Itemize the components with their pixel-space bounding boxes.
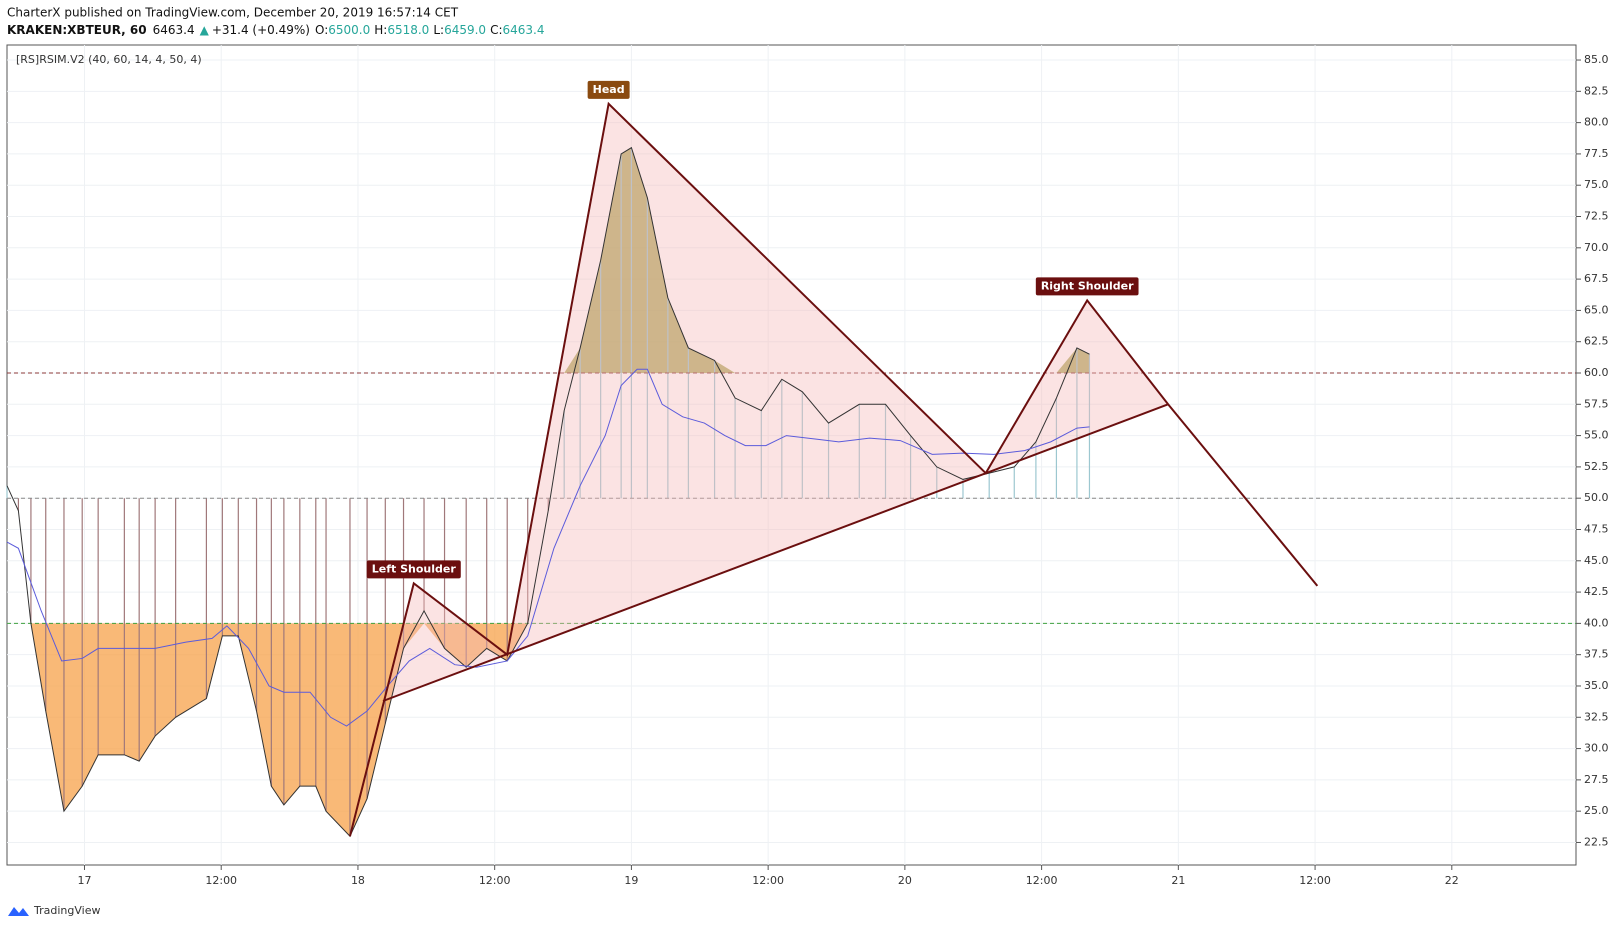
y-tick-label: 72.5 <box>1584 210 1609 223</box>
logo <box>8 907 29 916</box>
x-tick-label: 21 <box>1171 874 1185 887</box>
h: 6518.0 <box>387 23 429 37</box>
c-label: C: <box>490 23 502 37</box>
zone-fill <box>7 623 1090 837</box>
x-tick-label: 18 <box>351 874 365 887</box>
annotation-box <box>366 560 461 579</box>
annotation-box <box>1035 277 1139 296</box>
change: +31.4 (+0.49%) <box>212 23 310 37</box>
annotation: Right Shoulder <box>1041 279 1134 292</box>
x-tick-label: 22 <box>1445 874 1459 887</box>
y-tick-label: 27.5 <box>1584 773 1609 786</box>
y-tick-label: 77.5 <box>1584 147 1609 160</box>
x-tick-label: 12:00 <box>1299 874 1331 887</box>
y-tick-label: 22.5 <box>1584 835 1609 848</box>
y-tick-label: 25.0 <box>1584 804 1609 817</box>
y-tick-label: 47.5 <box>1584 522 1609 535</box>
annotation: Head <box>593 83 625 96</box>
pattern-line <box>349 101 1319 837</box>
x-tick-label: 12:00 <box>1026 874 1058 887</box>
y-tick-label: 60.0 <box>1584 366 1609 379</box>
x-tick-label: 12:00 <box>479 874 511 887</box>
publisher: CharterX published on TradingView.com, D… <box>7 6 459 20</box>
x-tick-label: 20 <box>898 874 912 887</box>
annotation-box <box>587 80 630 99</box>
y-tick-label: 37.5 <box>1584 648 1609 661</box>
x-tick-label: 12:00 <box>752 874 784 887</box>
y-tick-label: 82.5 <box>1584 84 1609 97</box>
o-label: O: <box>315 23 328 37</box>
symbol: KRAKEN:XBTEUR, 60 <box>7 23 147 37</box>
l: 6459.0 <box>444 23 486 37</box>
y-tick-label: 57.5 <box>1584 397 1609 410</box>
h-label: H: <box>374 23 387 37</box>
y-tick-label: 55.0 <box>1584 429 1609 442</box>
x-tick-label: 17 <box>77 874 91 887</box>
y-tick-label: 30.0 <box>1584 742 1609 755</box>
brand: TradingView <box>33 904 100 917</box>
x-tick-label: 19 <box>624 874 638 887</box>
y-tick-label: 85.0 <box>1584 53 1609 66</box>
x-tick-label: 12:00 <box>205 874 237 887</box>
y-tick-label: 35.0 <box>1584 679 1609 692</box>
plot: Left Shoulder Head Right Shoulder <box>6 45 1576 865</box>
series-line <box>6 368 1090 727</box>
price: 6463.4 <box>153 23 195 37</box>
y-tick-label: 50.0 <box>1584 491 1609 504</box>
y-tick-label: 70.0 <box>1584 241 1609 254</box>
l-label: L: <box>433 23 444 37</box>
indicator-title: [RS]RSIM.V2 (40, 60, 14, 4, 50, 4) <box>16 53 202 66</box>
c: 6463.4 <box>502 23 544 37</box>
header-line: KRAKEN:XBTEUR, 60 6463.4 ▲ +31.4 (+0.49%) O:… <box>7 23 544 37</box>
y-tick-label: 42.5 <box>1584 585 1609 598</box>
y-tick-label: 32.5 <box>1584 710 1609 723</box>
y-tick-label: 62.5 <box>1584 335 1609 348</box>
o: 6500.0 <box>328 23 370 37</box>
annotation: Left Shoulder <box>372 562 457 575</box>
y-tick-label: 80.0 <box>1584 116 1609 129</box>
y-tick-label: 40.0 <box>1584 616 1609 629</box>
y-tick-label: 45.0 <box>1584 554 1609 567</box>
y-tick-label: 65.0 <box>1584 303 1609 316</box>
series-line <box>6 146 1090 838</box>
y-tick-label: 67.5 <box>1584 272 1609 285</box>
arrow: ▲ <box>200 23 210 37</box>
pattern-fill <box>383 103 1169 701</box>
y-tick-label: 75.0 <box>1584 178 1609 191</box>
neckline <box>382 403 1169 702</box>
y-tick-label: 52.5 <box>1584 460 1609 473</box>
